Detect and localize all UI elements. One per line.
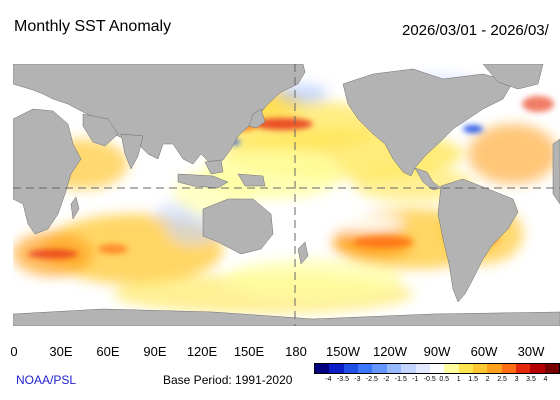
colorbar-tick-label: -3 — [354, 376, 361, 383]
land-new-zealand — [297, 241, 309, 265]
land-africa-west-edge — [552, 138, 560, 205]
longitude-label: 150E — [233, 344, 265, 359]
colorbar-swatch — [358, 364, 373, 373]
colorbar-tick-label: 2 — [485, 376, 490, 383]
longitude-label: 90E — [143, 344, 167, 359]
sst-anomaly-map — [12, 63, 560, 327]
land-borneo — [204, 159, 224, 175]
colorbar-swatch — [372, 364, 387, 373]
land-australia — [202, 198, 274, 255]
colorbar-swatch — [343, 364, 359, 373]
colorbar-labels: -4 -3.5 -3 -2.5 -2 -1.5 -1 -0.5 0.5 1 1.5 2 2.5 3 3.5 4 — [314, 376, 560, 388]
land-north-america — [342, 68, 514, 177]
colorbar-swatch — [530, 364, 545, 373]
longitude-label: 0 — [10, 344, 18, 359]
longitude-label: 120E — [186, 344, 218, 359]
colorbar — [314, 363, 560, 374]
longitude-axis: 0 30E 60E 90E 120E 150E 180 150W 120W 90W 60W 30W — [0, 344, 560, 360]
colorbar-swatch — [429, 364, 445, 373]
longitude-label: 60W — [470, 344, 498, 359]
longitude-label: 30E — [49, 344, 73, 359]
longitude-label: 120W — [373, 344, 407, 359]
land-japan — [248, 108, 266, 129]
land-south-america — [437, 178, 519, 303]
colorbar-tick-label: -2 — [383, 376, 390, 383]
land-eurasia — [12, 63, 306, 165]
land-africa — [12, 108, 82, 235]
colorbar-swatch — [415, 364, 430, 373]
colorbar-tick-label: -2.5 — [365, 376, 378, 383]
colorbar-tick-label: 0.5 — [439, 376, 450, 383]
land-arabia — [82, 113, 119, 147]
land-masses — [12, 63, 560, 327]
base-period-text: Base Period: 1991-2020 — [163, 373, 293, 387]
land-greenland — [482, 63, 544, 90]
colorbar-swatch — [458, 364, 473, 373]
colorbar-swatch — [401, 364, 416, 373]
colorbar-tick-label: 1 — [456, 376, 461, 383]
longitude-label: 60E — [96, 344, 120, 359]
longitude-label: 90W — [423, 344, 451, 359]
colorbar-swatch — [516, 364, 531, 373]
date-range: 2026/03/01 - 2026/03/ — [402, 22, 549, 39]
colorbar-tick-label: 1.5 — [468, 376, 479, 383]
colorbar-tick-label: 2.5 — [497, 376, 507, 383]
colorbar-tick-label: -4 — [325, 376, 332, 383]
colorbar-tick-label: 3 — [514, 376, 519, 383]
land-india — [120, 133, 144, 170]
colorbar-swatch — [487, 364, 502, 373]
colorbar-swatch — [501, 364, 517, 373]
colorbar-swatch — [315, 364, 330, 373]
land-madagascar — [70, 196, 80, 220]
colorbar-tick-label: -0.5 — [423, 376, 436, 383]
credit-text: NOAA/PSL — [16, 373, 77, 387]
colorbar-tick-label: 3.5 — [526, 376, 536, 383]
longitude-label: 30W — [517, 344, 545, 359]
longitude-label: 150W — [326, 344, 360, 359]
colorbar-tick-label: -1.5 — [394, 376, 407, 383]
colorbar-swatch — [386, 364, 402, 373]
colorbar-swatch — [329, 364, 344, 373]
colorbar-swatch — [444, 364, 459, 373]
colorbar-tick-label: -3.5 — [336, 376, 349, 383]
colorbar-swatch — [544, 364, 560, 373]
colorbar-swatch — [472, 364, 488, 373]
colorbar-tick-label: 4 — [543, 376, 548, 383]
land-indonesia — [177, 173, 229, 189]
colorbar-tick-label: -1 — [412, 376, 419, 383]
map-title: Monthly SST Anomaly — [14, 18, 172, 35]
land-new-guinea — [237, 173, 266, 187]
longitude-label: 180 — [285, 344, 307, 359]
